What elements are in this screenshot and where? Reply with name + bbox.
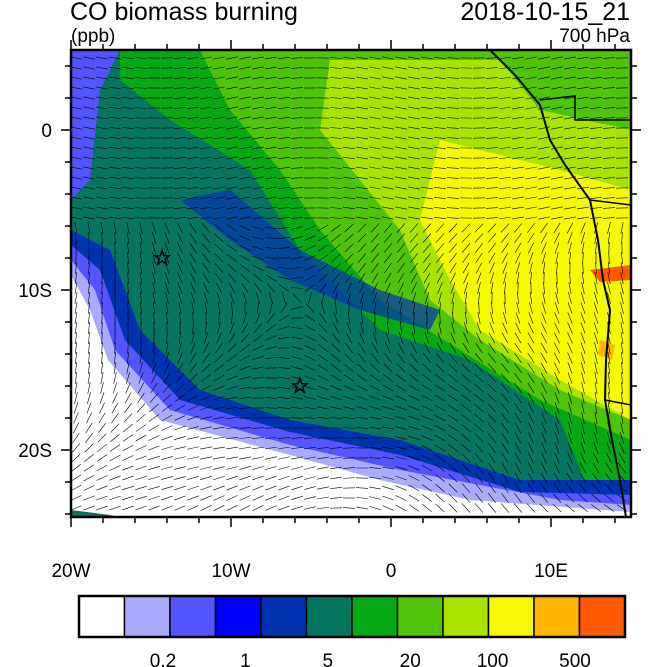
colorbar-box	[351, 595, 399, 638]
plot-title: CO biomass burning	[70, 0, 298, 26]
colorbar-box	[305, 595, 353, 638]
colorbar-label: 5	[323, 651, 334, 667]
star-marker	[152, 248, 172, 266]
lon-tick-label: 0	[386, 561, 397, 582]
colorbar-box	[123, 595, 171, 638]
valid-time: 2018-10-15_21	[460, 0, 630, 26]
colorbar-box	[78, 595, 126, 638]
co-field	[71, 50, 631, 517]
lon-tick-label: 10W	[211, 561, 250, 582]
lat-tick-label: 10S	[18, 281, 52, 302]
colorbar-box	[260, 595, 308, 638]
colorbar-box	[169, 595, 217, 638]
star-marker	[290, 376, 310, 394]
pressure-level: 700 hPa	[559, 26, 630, 47]
colorbar-label: 20	[400, 651, 421, 667]
lat-tick-label: 0	[41, 121, 52, 142]
wind-vectors	[71, 56, 629, 513]
units-label: (ppb)	[71, 26, 116, 47]
colorbar-label: 0.2	[150, 651, 176, 667]
lat-tick-label: 20S	[18, 441, 52, 462]
colorbar-box	[396, 595, 444, 638]
colorbar-box	[442, 595, 490, 638]
colorbar-box	[214, 595, 262, 638]
colorbar-box	[487, 595, 535, 638]
lon-tick-label: 10E	[534, 561, 568, 582]
colorbar-label: 1	[240, 651, 251, 667]
coastline	[489, 50, 627, 517]
colorbar-box	[533, 595, 581, 638]
lon-tick-label: 20W	[51, 561, 90, 582]
colorbar-label: 500	[559, 651, 591, 667]
colorbar-label: 100	[477, 651, 509, 667]
colorbar-box	[578, 595, 626, 638]
map-frame	[69, 48, 633, 519]
